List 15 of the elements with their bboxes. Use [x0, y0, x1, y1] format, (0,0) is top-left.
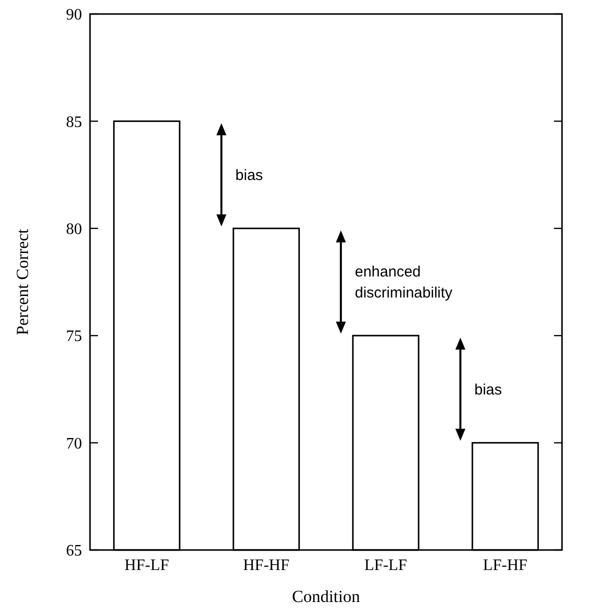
x-axis-title: Condition	[292, 587, 360, 606]
annotation: enhanced discriminability	[354, 263, 453, 302]
annotation: bias	[235, 167, 263, 184]
y-tick-label: 80	[66, 221, 82, 238]
y-tick-label: 90	[66, 6, 82, 24]
x-tick-label: LF-LF	[364, 557, 408, 574]
y-tick-label: 75	[66, 328, 82, 346]
x-tick-label: LF-HF	[483, 557, 528, 574]
x-tick-label: HF-LF	[124, 557, 170, 574]
y-axis-title: Percent Correct	[13, 228, 32, 336]
y-tick-label: 85	[66, 114, 82, 131]
y-tick-label: 65	[66, 542, 82, 560]
y-tick-label: 70	[66, 435, 82, 452]
annotation: bias	[474, 381, 502, 398]
x-tick-label: HF-HF	[243, 557, 290, 574]
